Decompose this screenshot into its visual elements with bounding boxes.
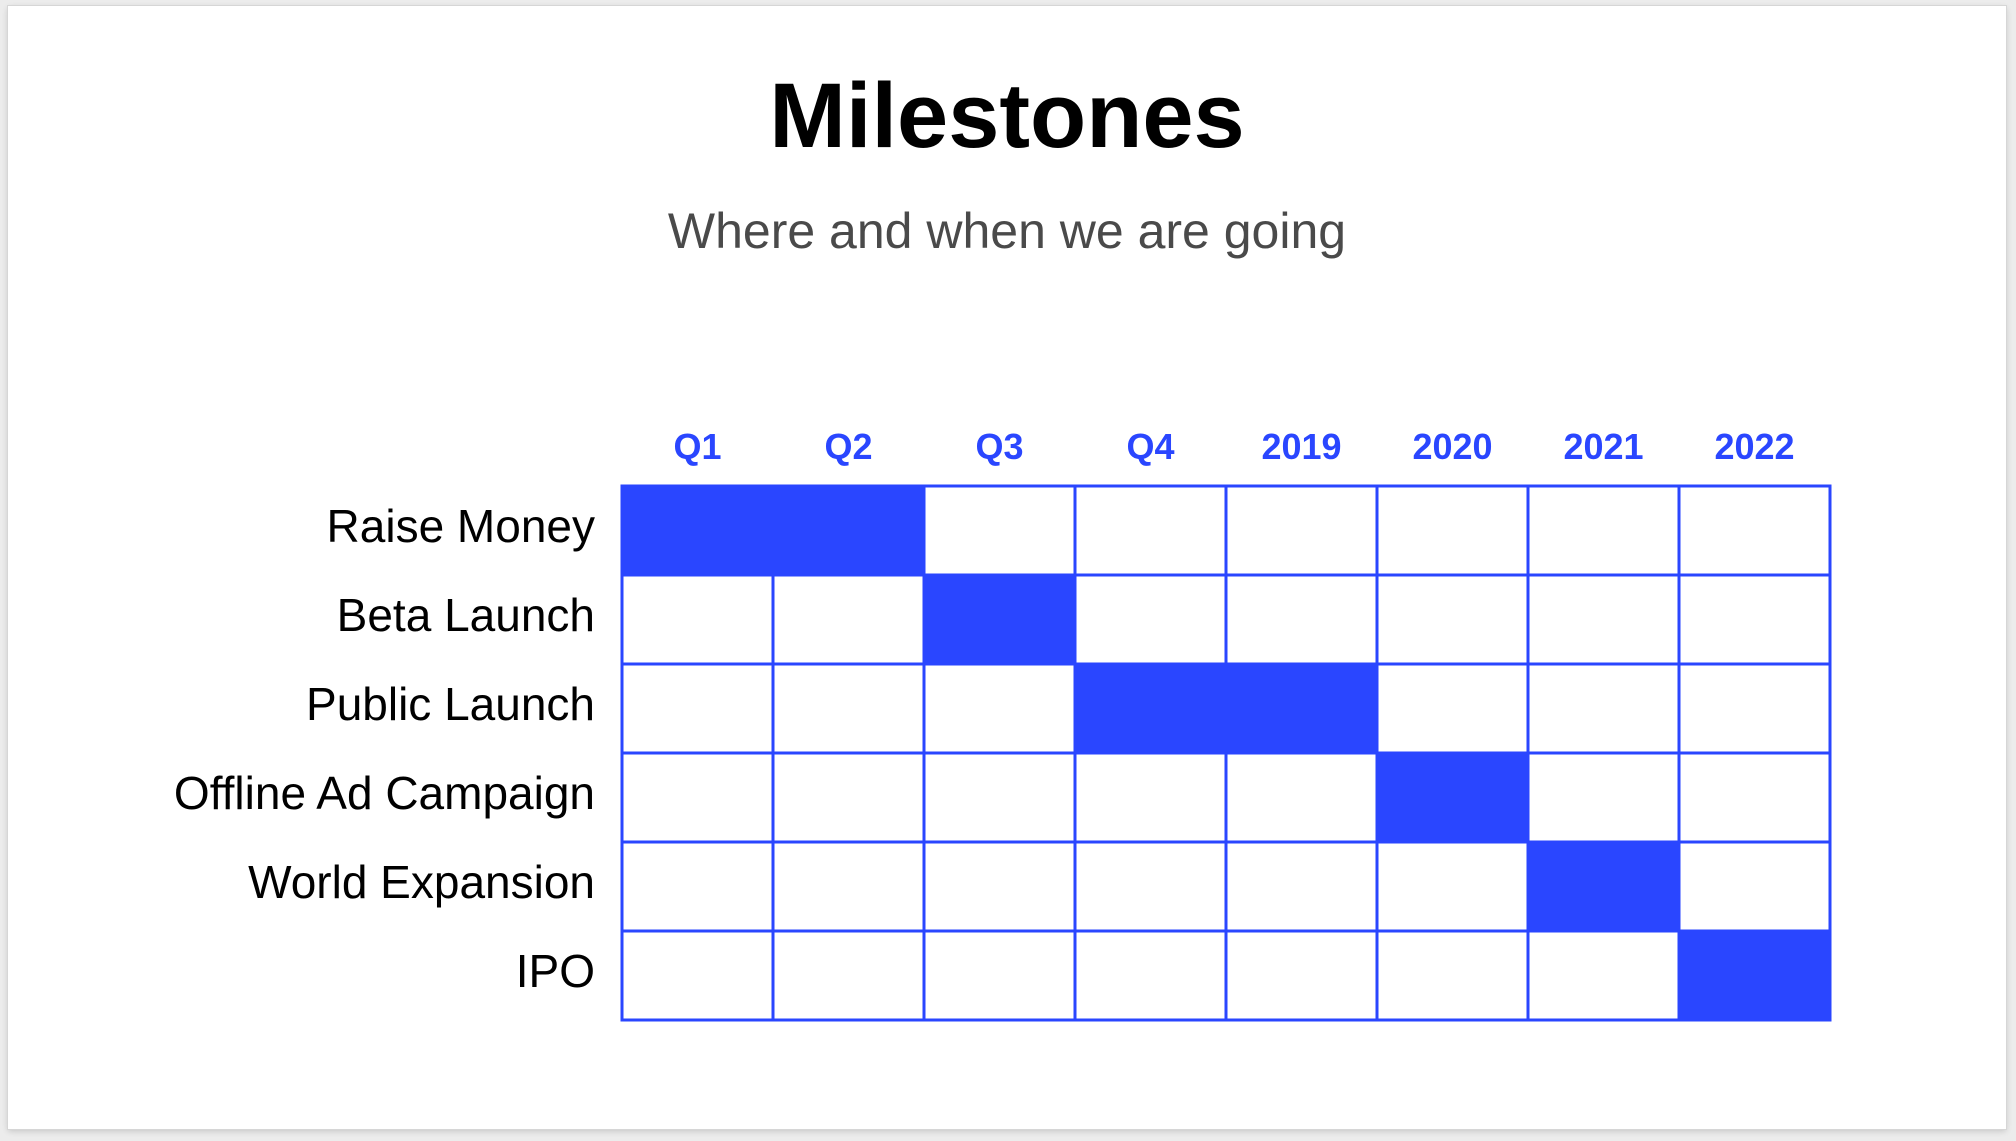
empty-cell <box>1677 484 1832 577</box>
column-header: Q3 <box>975 426 1024 467</box>
empty-cell <box>1073 929 1228 1022</box>
empty-cell <box>922 840 1077 933</box>
column-header: Q1 <box>673 426 722 467</box>
empty-cell <box>771 751 926 844</box>
empty-cell <box>922 484 1077 577</box>
page-subtitle: Where and when we are going <box>667 203 1347 259</box>
column-header: 2022 <box>1714 426 1795 467</box>
column-header: Q4 <box>1126 426 1175 467</box>
empty-cell <box>1224 929 1379 1022</box>
empty-cell <box>1526 929 1681 1022</box>
empty-cell <box>620 751 775 844</box>
milestone-bar <box>922 573 1077 666</box>
empty-cell <box>1677 662 1832 755</box>
empty-cell <box>1224 840 1379 933</box>
empty-cell <box>771 573 926 666</box>
empty-cell <box>1375 662 1530 755</box>
empty-cell <box>1073 751 1228 844</box>
row-label: Raise Money <box>326 500 595 552</box>
empty-cell <box>1375 840 1530 933</box>
empty-cell <box>1224 484 1379 577</box>
empty-cell <box>1677 840 1832 933</box>
empty-cell <box>1224 573 1379 666</box>
row-label: Public Launch <box>306 678 595 730</box>
milestone-bar <box>620 484 926 577</box>
empty-cell <box>922 662 1077 755</box>
empty-cell <box>1224 751 1379 844</box>
empty-cell <box>922 929 1077 1022</box>
grid-border <box>620 484 1832 1022</box>
empty-cell <box>1073 840 1228 933</box>
row-label: IPO <box>515 945 595 997</box>
column-header: Q2 <box>824 426 873 467</box>
row-label: Beta Launch <box>336 589 595 641</box>
empty-cell <box>1526 751 1681 844</box>
column-header: 2021 <box>1563 426 1644 467</box>
row-label: Offline Ad Campaign <box>173 767 595 819</box>
empty-cell <box>620 573 775 666</box>
page-title: Milestones <box>769 65 1245 167</box>
empty-cell <box>1375 484 1530 577</box>
row-label: World Expansion <box>248 856 595 908</box>
empty-cell <box>1073 573 1228 666</box>
empty-cell <box>1526 573 1681 666</box>
empty-cell <box>620 662 775 755</box>
empty-cell <box>1677 573 1832 666</box>
empty-cell <box>1526 662 1681 755</box>
empty-cell <box>620 929 775 1022</box>
empty-cell <box>771 840 926 933</box>
column-header: 2019 <box>1261 426 1342 467</box>
empty-cell <box>1526 484 1681 577</box>
empty-cell <box>1375 573 1530 666</box>
empty-cell <box>922 751 1077 844</box>
slide: Milestones Where and when we are going Q… <box>8 6 2006 1129</box>
empty-cell <box>771 929 926 1022</box>
milestone-bar <box>1375 751 1530 844</box>
milestone-bar <box>1526 840 1681 933</box>
timeline-grid <box>620 484 1832 1022</box>
empty-cell <box>1375 929 1530 1022</box>
column-header: 2020 <box>1412 426 1493 467</box>
milestone-bar <box>1073 662 1379 755</box>
empty-cell <box>620 840 775 933</box>
empty-cell <box>1073 484 1228 577</box>
empty-cell <box>1677 751 1832 844</box>
milestone-bar <box>1677 929 1832 1022</box>
empty-cell <box>771 662 926 755</box>
